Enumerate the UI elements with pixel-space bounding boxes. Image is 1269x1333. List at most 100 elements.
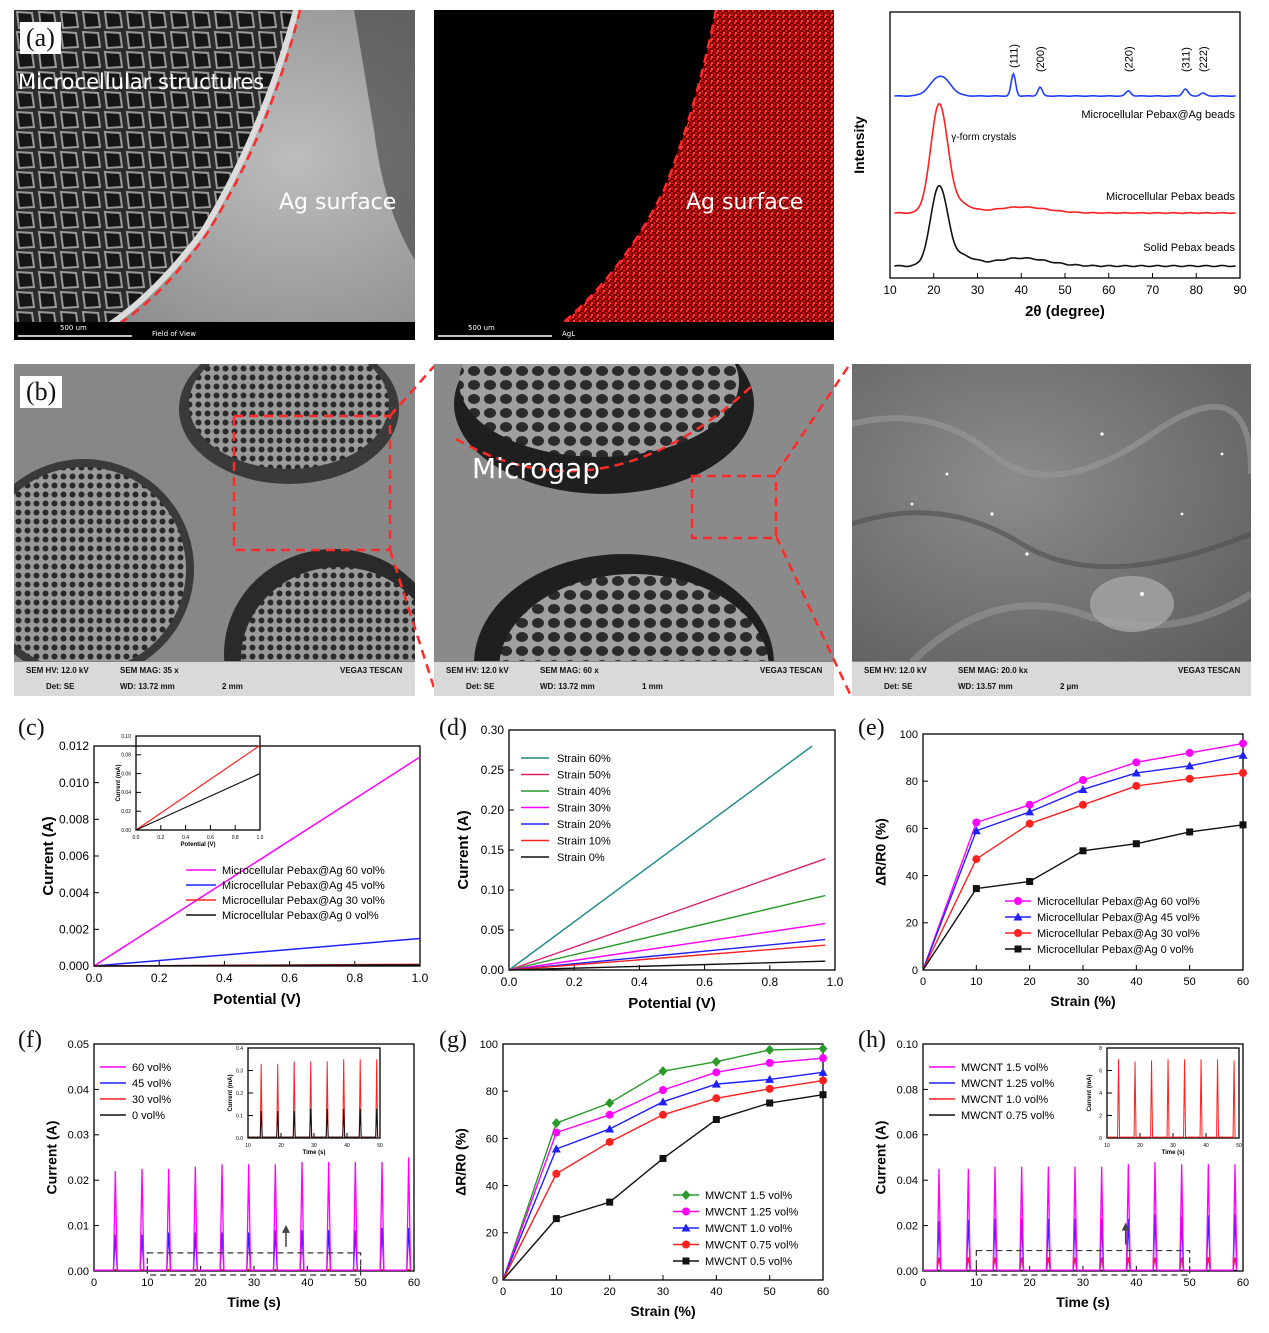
e-x-tick-label: 10	[970, 976, 982, 988]
f-arrow-head	[282, 1224, 290, 1233]
d-y-tick-label: 0.00	[481, 963, 505, 977]
f-legend-label: 45 vol%	[132, 1078, 171, 1090]
f-x-tick-label: 30	[248, 1277, 260, 1289]
d-series-line	[508, 922, 826, 971]
f-inset-y-tick-label: 0.3	[236, 1068, 243, 1074]
sem-b2-info-bar: SEM HV: 12.0 kV SEM MAG: 60 x Det: SE WD…	[434, 661, 834, 696]
g-data-point	[765, 1044, 775, 1055]
h-y-axis-label: Current (A)	[873, 1121, 889, 1195]
e-y-tick-label: 40	[906, 870, 918, 882]
g-y-tick-label: 80	[486, 1086, 498, 1098]
xrd-series-line	[894, 184, 1236, 268]
h-legend-label: MWCNT 0.75 vol%	[961, 1110, 1055, 1122]
f-y-tick-label: 0.00	[68, 1266, 89, 1278]
e-data-point	[1186, 828, 1194, 836]
h-y-tick-label: 0.08	[897, 1084, 918, 1096]
g-data-point	[605, 1137, 614, 1146]
xrd-peak-label: (311)	[1180, 47, 1192, 72]
f-y-tick-label: 0.03	[68, 1130, 89, 1142]
sem-b2-texture	[434, 364, 834, 662]
g-data-point	[658, 1066, 668, 1077]
g-data-point	[765, 1084, 774, 1093]
d-series-line	[508, 858, 826, 971]
sem-b2-det: Det: SE	[466, 682, 495, 691]
g-legend-marker	[682, 1240, 690, 1249]
g-y-tick-label: 60	[486, 1133, 498, 1145]
g-data-point	[605, 1124, 615, 1133]
c-inset-y-tick-label: 0.04	[121, 790, 131, 796]
xrd-chart: 10 20 30 40 50 60 70 80 90 2θ (degree) Intensity Mi…	[851, 11, 1247, 320]
c-inset-x-tick-label: 0.6	[207, 835, 214, 841]
sem-b1-mag: SEM MAG: 35 x	[120, 666, 179, 675]
f-x-tick-label: 0	[91, 1277, 97, 1289]
g-y-tick-label: 20	[486, 1228, 498, 1240]
h-y-tick-label: 0.02	[897, 1220, 918, 1232]
h-series-line	[923, 1162, 1238, 1271]
g-legend-marker	[682, 1207, 690, 1216]
sem-a2-element-label: AgL	[562, 330, 576, 338]
g-data-point	[659, 1154, 667, 1162]
xrd-x-axis-label: 2θ (degree)	[1025, 303, 1105, 320]
h-inset-x-tick-label: 20	[1137, 1143, 1143, 1149]
chart-d: 0.0 0.2 0.4 0.6 0.8 1.0 0.00 0.05 0.10 0.15 0.20 0.…	[455, 723, 844, 1012]
d-x-tick-label: 1.0	[827, 975, 844, 989]
e-data-point	[1025, 800, 1034, 809]
f-inset-x-tick-label: 20	[278, 1143, 284, 1149]
f-inset-x-label: Time (s)	[303, 1150, 326, 1156]
g-x-tick-label: 40	[710, 1286, 722, 1298]
e-data-point	[972, 855, 981, 864]
sem-image-a1: Microcellular structures Ag surface 500 …	[14, 10, 415, 340]
f-inset-line	[248, 1059, 379, 1138]
f-inset-y-tick-label: 0.1	[236, 1113, 243, 1119]
g-legend-marker	[682, 1257, 690, 1265]
h-y-tick-label: 0.04	[897, 1175, 918, 1187]
c-y-tick-label: 0.008	[59, 813, 89, 827]
sem-b3-mag: SEM MAG: 20.0 kx	[958, 666, 1028, 675]
e-data-point	[1238, 750, 1248, 759]
f-x-axis-label: Time (s)	[227, 1294, 280, 1310]
xrd-peak-label: (111)	[1008, 44, 1020, 68]
f-y-tick-label: 0.01	[68, 1220, 89, 1232]
e-data-point	[1078, 784, 1088, 793]
e-legend-marker	[1014, 897, 1022, 905]
c-x-axis-label: Potential (V)	[213, 991, 301, 1008]
xrd-x-tick-label: 80	[1190, 283, 1204, 297]
xrd-series-label: Solid Pebax beads	[1143, 242, 1235, 254]
d-legend-label: Strain 10%	[557, 836, 611, 848]
sem-image-a2: Ag surface 500 um AgL	[434, 10, 834, 340]
g-data-point	[659, 1110, 667, 1119]
h-arrow-head	[1121, 1222, 1130, 1231]
h-inset-y-tick-label: 2	[1099, 1113, 1102, 1119]
c-inset-y-label: Current (mA)	[116, 764, 122, 801]
sem-b1-hv: SEM HV: 12.0 kV	[26, 666, 89, 675]
g-x-axis-label: Strain (%)	[630, 1303, 695, 1319]
c-y-tick-label: 0.010	[59, 776, 89, 790]
e-legend-label: Microcellular Pebax@Ag 60 vol%	[1037, 896, 1200, 908]
g-data-point	[711, 1079, 721, 1088]
g-y-tick-label: 100	[480, 1039, 498, 1051]
c-inset-x-tick-label: 0.4	[182, 835, 189, 841]
c-x-tick-label: 0.8	[346, 971, 363, 985]
g-data-point	[552, 1169, 561, 1178]
c-y-tick-label: 0.006	[59, 849, 89, 863]
xrd-x-tick-label: 20	[927, 283, 941, 297]
c-series-line	[93, 756, 421, 967]
h-inset-line	[1107, 1059, 1236, 1138]
d-y-tick-label: 0.25	[481, 763, 505, 777]
c-inset-x-tick-label: 1.0	[257, 835, 264, 841]
h-x-axis-label: Time (s)	[1056, 1294, 1109, 1310]
e-data-point	[1025, 819, 1034, 828]
h-inset-x-tick-label: 50	[1236, 1143, 1242, 1149]
h-inset-y-label: Current (mA)	[1087, 1074, 1093, 1111]
g-legend-label: MWCNT 0.5 vol%	[705, 1256, 792, 1268]
d-legend-label: Strain 30%	[557, 803, 611, 815]
f-series-line	[94, 1227, 412, 1271]
e-data-point	[1185, 748, 1194, 757]
h-x-tick-label: 20	[1024, 1277, 1036, 1289]
e-x-tick-label: 0	[920, 976, 926, 988]
e-y-tick-label: 20	[906, 918, 918, 930]
h-y-tick-label: 0.00	[897, 1266, 918, 1278]
sem-b2-mag: SEM MAG: 60 x	[540, 666, 599, 675]
xrd-x-tick-label: 30	[971, 283, 985, 297]
c-inset-line	[135, 744, 261, 831]
